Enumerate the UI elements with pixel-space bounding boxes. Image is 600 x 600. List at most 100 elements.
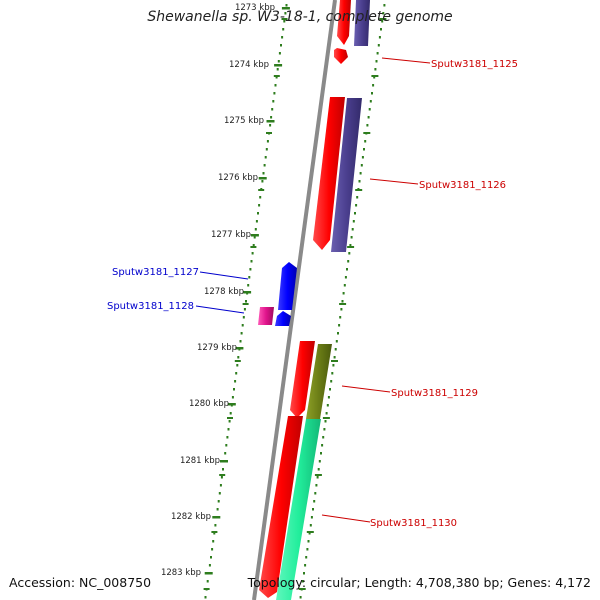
track-tick xyxy=(235,372,238,375)
scale-label: 1277 kbp xyxy=(211,230,251,240)
track-tick xyxy=(272,100,275,103)
track-tick xyxy=(359,172,362,175)
scale-label: 1280 kbp xyxy=(189,399,229,409)
gene-feature-1128-blue[interactable] xyxy=(275,311,291,326)
track-tick xyxy=(219,484,222,487)
track-tick xyxy=(271,108,274,111)
track-tick xyxy=(299,596,302,599)
track-tick xyxy=(251,252,254,255)
gene-feature-1129-cds[interactable] xyxy=(290,341,315,418)
track-tick xyxy=(340,308,343,311)
track-tick xyxy=(204,596,207,599)
track-dash xyxy=(211,531,218,533)
track-tick xyxy=(226,436,229,439)
track-tick xyxy=(249,268,252,271)
track-tick xyxy=(330,380,333,383)
track-dash xyxy=(258,189,265,191)
track-tick xyxy=(326,404,329,407)
track-tick xyxy=(236,364,239,367)
track-dash xyxy=(355,189,363,191)
track-dash xyxy=(371,75,379,77)
gene-feature-1129-olive[interactable] xyxy=(306,344,332,419)
track-tick xyxy=(342,292,345,295)
track-tick xyxy=(313,500,316,503)
genome-backbone xyxy=(252,0,337,600)
track-tick xyxy=(343,284,346,287)
track-tick xyxy=(339,316,342,319)
track-tick xyxy=(341,300,344,303)
gene-label-1125[interactable]: Sputw3181_1125 xyxy=(431,59,518,70)
track-tick xyxy=(380,28,382,31)
track-tick xyxy=(371,92,373,95)
track-tick xyxy=(360,164,363,167)
track-tick xyxy=(369,100,372,103)
track-tick xyxy=(212,540,215,543)
track-tick xyxy=(329,388,331,391)
track-tick xyxy=(228,420,231,423)
track-tick xyxy=(361,156,364,159)
track-tick xyxy=(373,76,376,79)
track-tick xyxy=(354,212,356,215)
track-tick xyxy=(376,52,379,55)
track-tick xyxy=(338,324,341,327)
track-tick xyxy=(332,364,335,367)
gene-feature-1127[interactable] xyxy=(278,262,297,310)
track-tick xyxy=(378,36,381,39)
track-dash xyxy=(234,360,241,362)
gene-feature-1125-top[interactable] xyxy=(337,0,351,45)
scale-ticks xyxy=(204,7,290,575)
scale-label: 1276 kbp xyxy=(218,173,258,183)
gene-label-1126[interactable]: Sputw3181_1126 xyxy=(419,180,506,191)
track-tick xyxy=(351,228,354,231)
track-tick xyxy=(325,412,328,415)
track-tick xyxy=(240,332,243,335)
track-dash xyxy=(273,75,280,77)
gene-label-1129[interactable]: Sputw3181_1129 xyxy=(391,388,478,399)
track-dash xyxy=(250,246,257,248)
track-tick xyxy=(355,204,358,207)
track-tick xyxy=(274,84,277,87)
gene-label-1127[interactable]: Sputw3181_1127 xyxy=(112,267,199,278)
track-tick xyxy=(282,28,285,31)
gene-feature-1125-arrow[interactable] xyxy=(334,48,348,64)
track-tick xyxy=(344,276,347,279)
scale-tick xyxy=(274,64,283,67)
track-tick xyxy=(259,196,262,199)
track-tick xyxy=(312,508,314,511)
track-tick xyxy=(281,36,284,39)
track-tick xyxy=(220,476,223,479)
track-tick xyxy=(317,468,320,471)
track-dash xyxy=(242,303,249,305)
gene-labels: Sputw3181_1125 Sputw3181_1126 Sputw3181_… xyxy=(107,59,518,529)
gene-label-1130[interactable]: Sputw3181_1130 xyxy=(370,518,457,529)
track-tick xyxy=(372,84,375,87)
gene-feature-1130-cds[interactable] xyxy=(259,416,303,598)
gene-feature-1125-purple[interactable] xyxy=(354,0,370,46)
scale-label: 1282 kbp xyxy=(171,512,211,522)
tick-tracks xyxy=(203,4,387,599)
gene-label-leaders xyxy=(195,57,431,523)
track-tick xyxy=(234,380,237,383)
gene-feature-1130-teal[interactable] xyxy=(276,419,321,600)
track-dash xyxy=(266,132,272,134)
gene-feature-1126-purple[interactable] xyxy=(331,98,362,252)
track-dash xyxy=(314,474,322,476)
track-dash xyxy=(219,474,226,476)
track-dash xyxy=(306,531,314,533)
track-tick xyxy=(348,252,351,255)
gene-feature-1126-cds[interactable] xyxy=(313,97,345,250)
gene-label-1128[interactable]: Sputw3181_1128 xyxy=(107,301,194,312)
track-tick xyxy=(331,372,334,375)
track-tick xyxy=(363,148,365,151)
leader-line-1127 xyxy=(199,271,249,280)
gene-feature-1128-pink[interactable] xyxy=(258,307,274,325)
track-dash xyxy=(347,246,355,248)
track-dash xyxy=(322,417,330,419)
track-tick xyxy=(233,388,235,391)
track-tick xyxy=(335,340,338,343)
track-tick xyxy=(277,60,280,63)
track-tick xyxy=(273,92,276,95)
track-tick xyxy=(255,220,258,223)
track-tick xyxy=(213,532,216,535)
